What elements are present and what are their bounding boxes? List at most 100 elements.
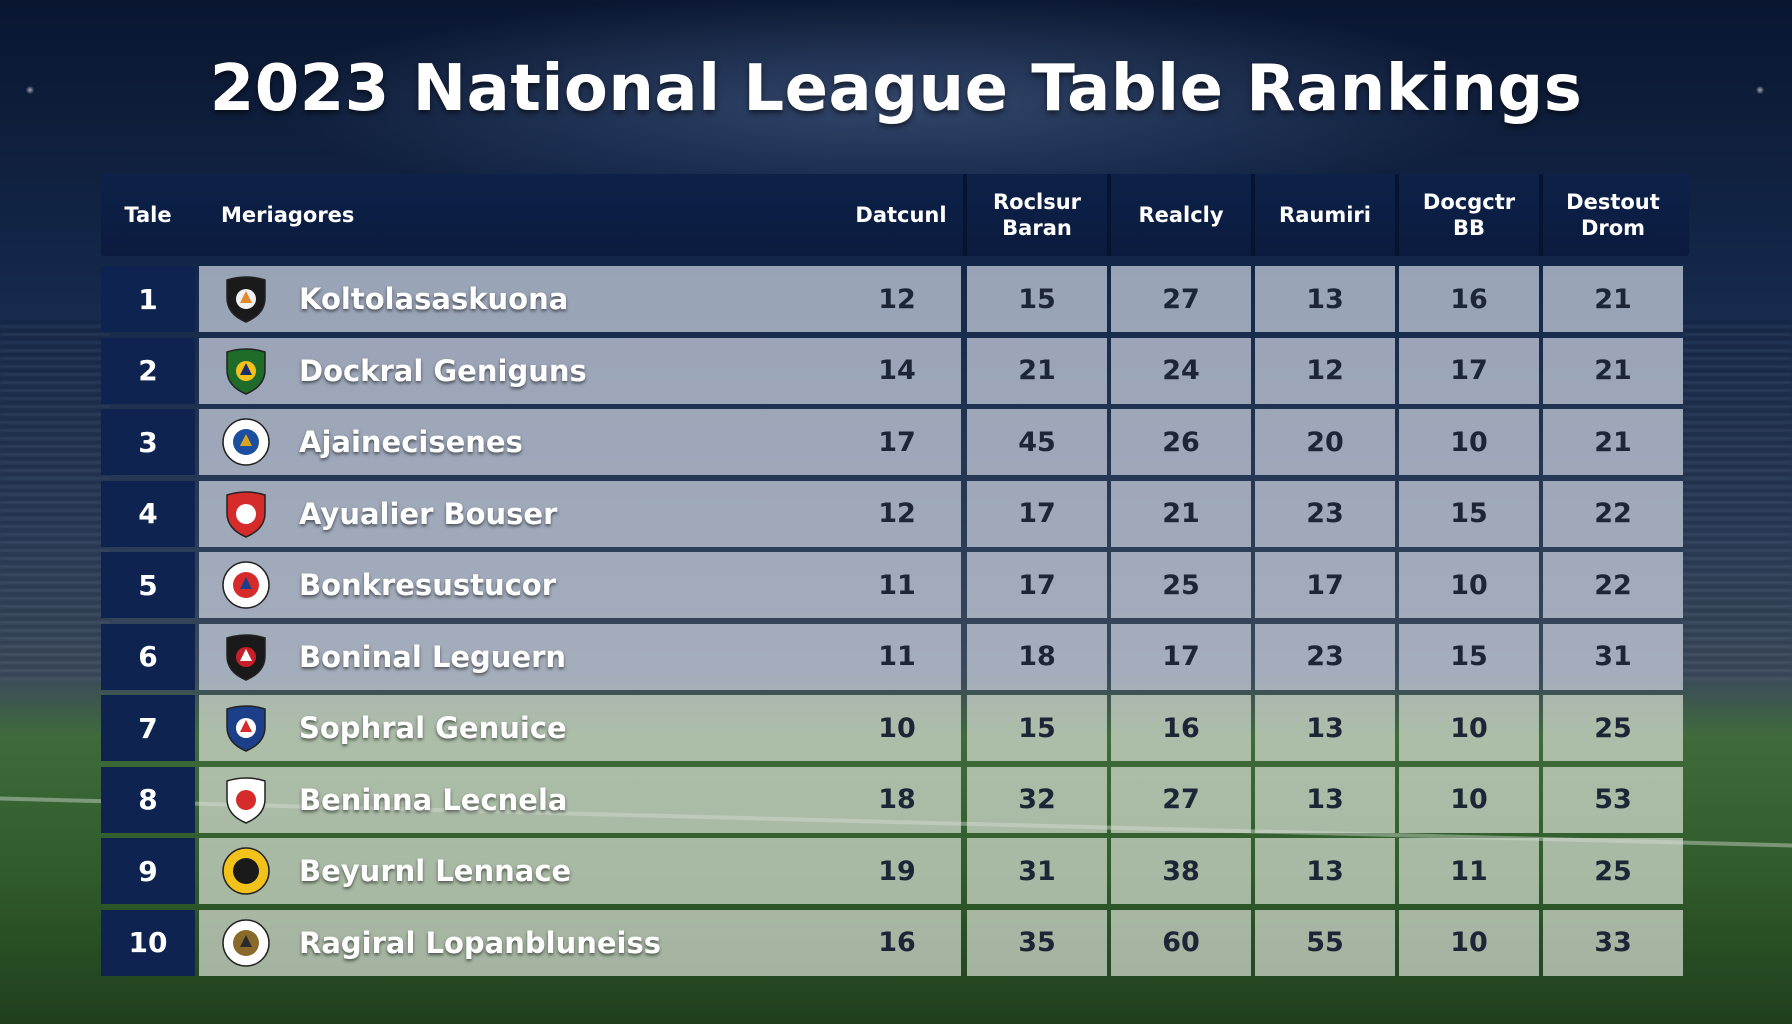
rank-cell: 2: [101, 337, 195, 404]
dark-red-shield-crest-icon: [221, 632, 271, 682]
stat-value: 10: [1399, 766, 1539, 833]
stat-value: 21: [1543, 266, 1683, 332]
header-cell: Docgctr BB: [1422, 190, 1516, 240]
stat-value: 32: [967, 766, 1107, 833]
team-cell: Beninna Lecnela 18: [199, 766, 961, 833]
team-name: Beninna Lecnela: [299, 782, 568, 817]
team-cell: Ragiral Lopanbluneiss 16: [199, 909, 961, 976]
stat-value: 22: [1543, 480, 1683, 547]
rank-cell: 7: [101, 695, 195, 761]
stat-value: 10: [878, 712, 916, 744]
stat-value: 11: [878, 641, 916, 672]
stat-value: 16: [878, 927, 916, 958]
stat-value: 53: [1543, 766, 1683, 833]
stat-value: 15: [967, 695, 1107, 761]
header-cell: Tale: [124, 203, 172, 227]
stat-value: 11: [878, 569, 916, 601]
crowd-left: [0, 320, 110, 680]
header-cell: Realcly: [1138, 203, 1224, 227]
rank-cell: 3: [101, 409, 195, 475]
rank-cell: 8: [101, 766, 195, 833]
stat-value: 38: [1111, 838, 1251, 904]
stat-value: 13: [1255, 766, 1395, 833]
team-cell: Ayualier Bouser 12: [199, 480, 961, 547]
stat-value: 14: [878, 355, 916, 386]
stat-value: 18: [967, 623, 1107, 690]
team-name: Beyurnl Lennace: [299, 854, 572, 888]
header-separator: [1251, 174, 1255, 256]
rank-cell: 9: [101, 838, 195, 904]
stat-value: 17: [878, 426, 916, 458]
team-cell: Koltolasaskuona 12: [199, 266, 961, 332]
stat-value: 10: [1399, 409, 1539, 475]
header-cell: Roclsur Baran: [992, 190, 1082, 240]
table-row: 6 Boninal Leguern 11 18 17 23 15 31: [101, 623, 1689, 690]
stat-value: 22: [1543, 552, 1683, 618]
stat-value: 20: [1255, 409, 1395, 475]
table-row: 10 Ragiral Lopanbluneiss 16 35 60 55 10 33: [101, 909, 1689, 976]
header-separator: [1395, 174, 1399, 256]
stat-value: 13: [1255, 266, 1395, 332]
league-table: Tale Meriagores Datcunl Roclsur Baran Realcl…: [101, 174, 1689, 976]
team-cell: Bonkresustucor 11: [199, 552, 961, 618]
stat-value: 25: [1543, 838, 1683, 904]
stat-value: 13: [1255, 695, 1395, 761]
round-white-gold-crest-icon: [221, 918, 271, 968]
rank-cell: 5: [101, 552, 195, 618]
stat-value: 55: [1255, 909, 1395, 976]
blue-white-shield-crest-icon: [221, 703, 271, 753]
stat-value: 25: [1111, 552, 1251, 618]
stat-value: 15: [1399, 623, 1539, 690]
stat-value: 12: [878, 498, 916, 529]
stat-value: 27: [1111, 766, 1251, 833]
team-name: Sophral Genuice: [299, 711, 567, 745]
stat-value: 21: [967, 337, 1107, 404]
stat-value: 16: [1111, 695, 1251, 761]
table-row: 4 Ayualier Bouser 12 17 21 23 15 22: [101, 480, 1689, 547]
table-row: 3 Ajainecisenes 17 45 26 20 10 21: [101, 409, 1689, 475]
header-cell: Datcunl: [855, 203, 947, 227]
header-cell: Raumiri: [1279, 203, 1371, 227]
stat-value: 31: [967, 838, 1107, 904]
round-yellow-black-crest-icon: [221, 846, 271, 896]
table-row: 5 Bonkresustucor 11 17 25 17 10 22: [101, 552, 1689, 618]
team-cell: Dockral Geniguns 14: [199, 337, 961, 404]
crowd-right: [1682, 320, 1792, 680]
stat-value: 13: [1255, 838, 1395, 904]
stat-value: 35: [967, 909, 1107, 976]
stat-value: 12: [1255, 337, 1395, 404]
round-white-red-crest-icon: [221, 560, 271, 610]
stat-value: 17: [967, 552, 1107, 618]
team-name: Ragiral Lopanbluneiss: [299, 925, 662, 960]
header-separator: [963, 174, 967, 256]
green-yellow-shield-crest-icon: [221, 346, 271, 396]
team-cell: Beyurnl Lennace 19: [199, 838, 961, 904]
stat-value: 17: [1399, 337, 1539, 404]
rank-cell: 6: [101, 623, 195, 690]
team-name: Dockral Geniguns: [299, 353, 587, 388]
table-row: 7 Sophral Genuice 10 15 16 13 10 25: [101, 695, 1689, 761]
header-separator: [1107, 174, 1111, 256]
table-row: 8 Beninna Lecnela 18 32 27 13 10 53: [101, 766, 1689, 833]
stat-value: 26: [1111, 409, 1251, 475]
team-name: Ajainecisenes: [299, 425, 523, 459]
team-name: Bonkresustucor: [299, 568, 557, 602]
round-blue-crest-icon: [221, 417, 271, 467]
black-shield-crest-icon: [221, 274, 271, 324]
team-cell: Boninal Leguern 11: [199, 623, 961, 690]
stat-value: 10: [1399, 695, 1539, 761]
stat-value: 23: [1255, 623, 1395, 690]
stat-value: 17: [1255, 552, 1395, 618]
stat-value: 21: [1111, 480, 1251, 547]
table-header: Tale Meriagores Datcunl Roclsur Baran Realcl…: [101, 174, 1689, 256]
rank-cell: 4: [101, 480, 195, 547]
stat-value: 60: [1111, 909, 1251, 976]
red-crest-icon: [221, 775, 271, 825]
stat-value: 12: [878, 283, 916, 315]
stat-value: 21: [1543, 337, 1683, 404]
stat-value: 31: [1543, 623, 1683, 690]
stat-value: 15: [967, 266, 1107, 332]
team-cell: Ajainecisenes 17: [199, 409, 961, 475]
stat-value: 24: [1111, 337, 1251, 404]
stat-value: 18: [878, 784, 916, 815]
